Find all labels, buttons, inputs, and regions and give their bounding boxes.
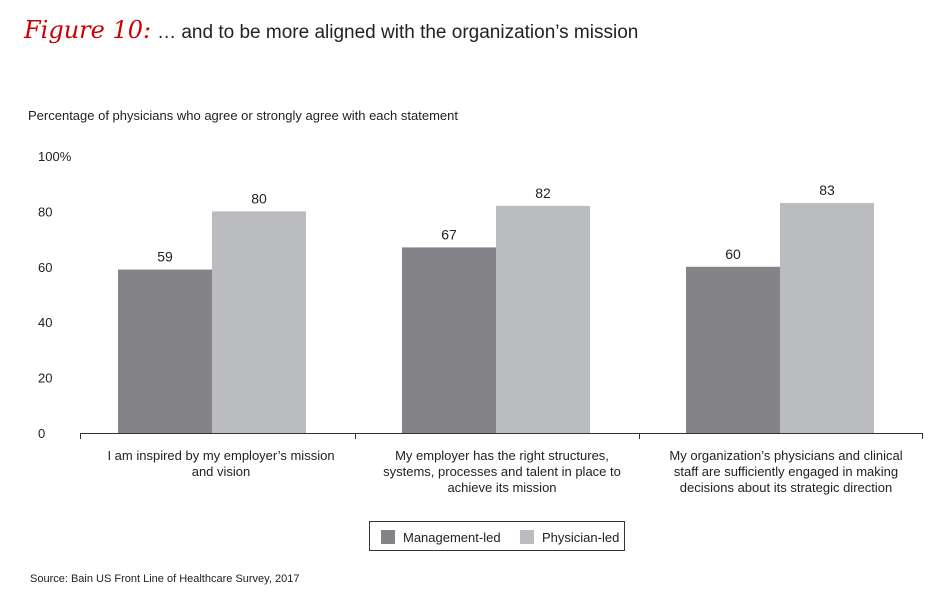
- legend-item-physician-led: Physician-led: [520, 529, 619, 545]
- data-label: 82: [535, 185, 551, 201]
- y-tick-label: 80: [38, 204, 52, 219]
- legend-item-management-led: Management-led: [381, 529, 501, 545]
- legend-swatch-physician-led: [520, 530, 534, 544]
- category-label-0: I am inspired by my employer’s mission a…: [107, 448, 335, 479]
- legend-swatch-management-led: [381, 530, 395, 544]
- data-label: 80: [251, 190, 267, 206]
- chart-legend: Management-led Physician-led: [369, 521, 625, 551]
- bar-management-led-1: [402, 247, 496, 433]
- category-label-2: My organization’s physicians and clinica…: [669, 448, 903, 495]
- legend-label-management-led: Management-led: [403, 529, 501, 545]
- figure-label: Figure 10:: [24, 16, 152, 44]
- source-note: Source: Bain US Front Line of Healthcare…: [30, 573, 300, 585]
- bar-physician-led-0: [212, 211, 306, 433]
- figure-title-text: … and to be more aligned with the organi…: [157, 22, 639, 43]
- figure-title: Figure 10:… and to be more aligned with …: [24, 16, 638, 52]
- y-tick-label: 100%: [38, 149, 72, 164]
- bar-management-led-0: [118, 269, 212, 433]
- chart-subtitle: Percentage of physicians who agree or st…: [28, 108, 458, 123]
- data-label: 83: [819, 182, 835, 198]
- y-tick-label: 40: [38, 315, 52, 330]
- data-label: 60: [725, 246, 741, 262]
- y-tick-label: 60: [38, 260, 52, 275]
- data-label: 67: [441, 226, 457, 242]
- y-tick-label: 20: [38, 371, 52, 386]
- category-label-1: My employer has the right structures, sy…: [383, 448, 621, 495]
- bar-physician-led-1: [496, 205, 590, 433]
- bar-management-led-2: [686, 266, 780, 433]
- legend-label-physician-led: Physician-led: [542, 529, 620, 545]
- bar-physician-led-2: [780, 203, 874, 433]
- data-label: 59: [157, 249, 173, 265]
- y-tick-label: 0: [38, 426, 45, 441]
